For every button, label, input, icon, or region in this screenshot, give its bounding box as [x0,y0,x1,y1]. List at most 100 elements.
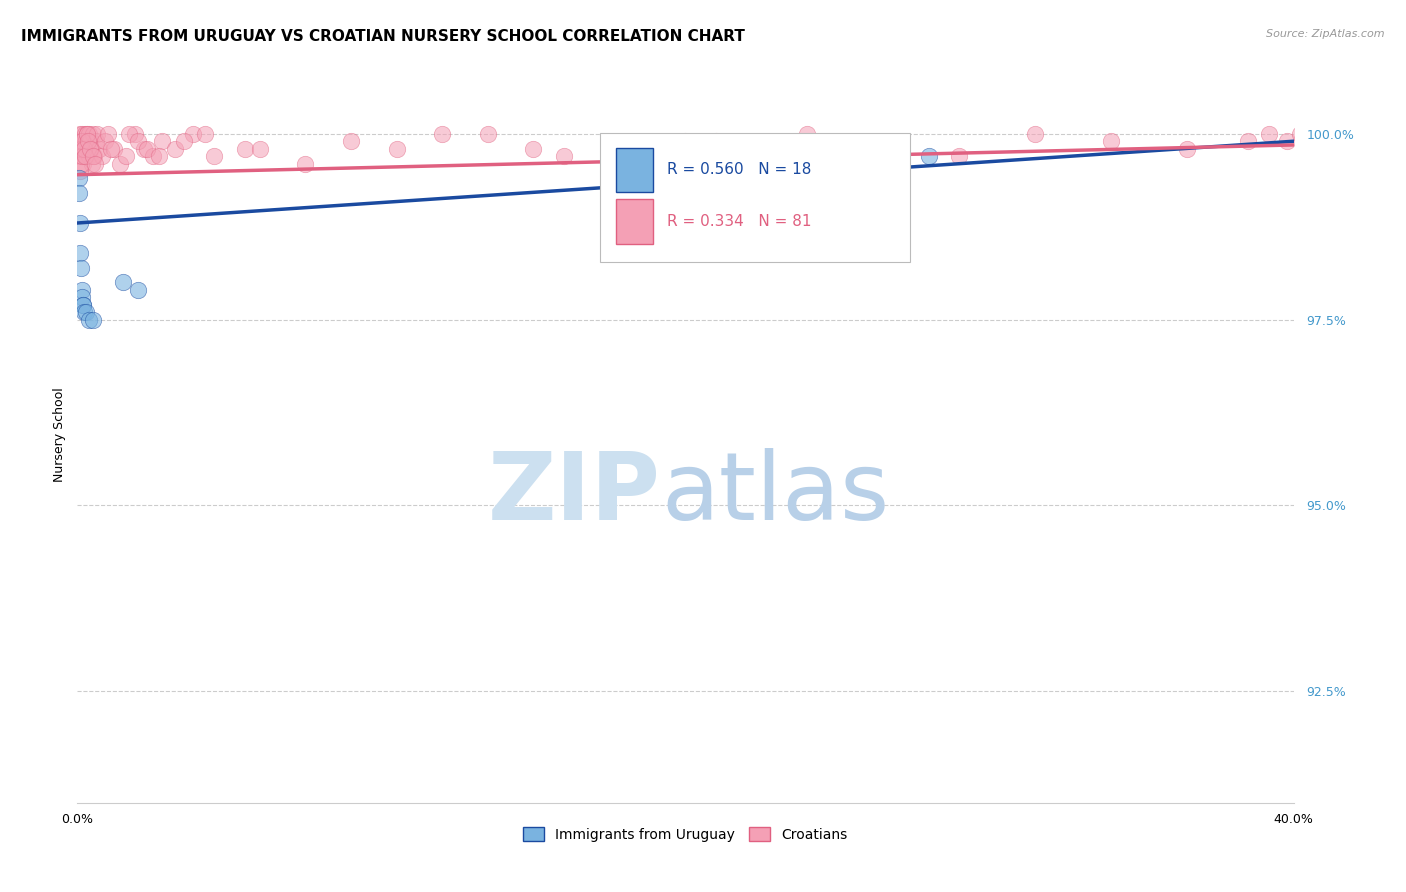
Point [69,164,91,178]
Point [1258,127,1281,141]
Y-axis label: Nursery School: Nursery School [53,387,66,483]
Point [82,312,104,326]
Point [628,156,651,170]
Point [84,156,107,170]
Point [202,149,225,163]
Point [477,127,499,141]
Point [796,127,818,141]
Point [100,142,122,156]
Point [918,149,941,163]
Point [194,127,217,141]
Point [1175,142,1198,156]
Point [628,142,651,156]
Point [73,142,96,156]
Point [93,134,115,148]
Point [1237,134,1260,148]
Point [82,149,104,163]
Point [1099,134,1122,148]
Point [249,142,271,156]
Point [73,142,96,156]
Point [86,127,108,141]
Point [872,142,894,156]
Point [73,127,96,141]
Point [72,298,94,312]
Point [430,127,453,141]
Point [108,156,131,170]
Point [118,127,141,141]
Point [67,171,90,186]
Point [77,134,100,148]
Point [67,186,90,201]
FancyBboxPatch shape [600,133,911,262]
Point [70,127,93,141]
Point [827,149,849,163]
Point [70,142,93,156]
Point [70,149,93,163]
Point [111,276,134,290]
Point [163,142,186,156]
Point [72,134,94,148]
Point [97,127,120,141]
Point [70,149,93,163]
Point [704,134,727,148]
Point [127,283,149,297]
Point [69,134,91,148]
Point [69,216,91,230]
Point [83,149,105,163]
Point [70,260,93,275]
Point [127,134,149,148]
Point [142,149,165,163]
Point [80,142,103,156]
Point [148,149,170,163]
Point [70,283,93,297]
Bar [616,199,652,244]
Point [553,149,575,163]
Point [90,149,112,163]
Text: ZIP: ZIP [488,448,661,540]
Point [134,142,156,156]
Point [1024,127,1046,141]
Point [75,149,97,163]
Legend: Immigrants from Uruguay, Croatians: Immigrants from Uruguay, Croatians [517,822,853,847]
Point [340,134,363,148]
Point [73,305,96,319]
Point [294,156,316,170]
Point [72,156,94,170]
Text: atlas: atlas [661,448,890,540]
Point [75,149,97,163]
Point [136,142,159,156]
Point [103,142,125,156]
Point [948,149,970,163]
Point [70,142,93,156]
Point [69,156,91,170]
Point [79,127,101,141]
Point [233,142,256,156]
Point [385,142,408,156]
Point [72,134,94,148]
Point [181,127,204,141]
Point [72,298,94,312]
Point [124,127,146,141]
Text: R = 0.334   N = 81: R = 0.334 N = 81 [668,214,811,229]
Point [80,156,103,170]
Point [75,134,97,148]
Point [77,312,100,326]
Point [69,127,91,141]
Text: R = 0.560   N = 18: R = 0.560 N = 18 [668,162,811,178]
Point [69,245,91,260]
Point [67,142,90,156]
Point [735,153,758,167]
Point [152,134,174,148]
Point [82,127,104,141]
Point [76,127,98,141]
Point [87,142,110,156]
Point [1288,127,1310,141]
Bar [616,148,652,192]
Point [1277,134,1299,148]
Point [115,149,138,163]
Point [84,134,107,148]
Point [75,305,97,319]
Point [1298,134,1320,148]
Point [522,142,544,156]
Point [70,290,93,304]
